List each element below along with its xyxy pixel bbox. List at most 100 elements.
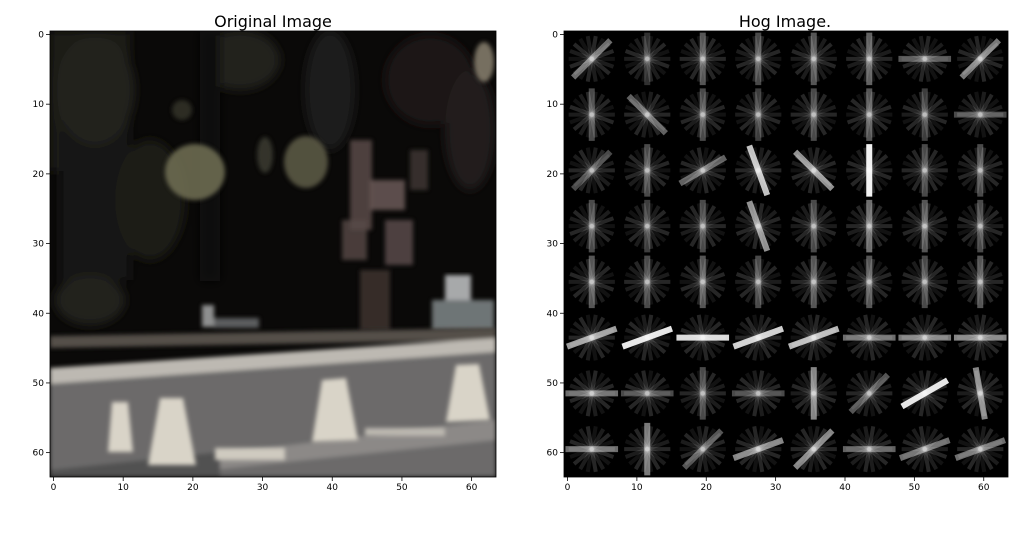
x-tick-label: 60 <box>978 483 990 493</box>
hog-weak-bin <box>689 428 717 471</box>
hog-weak-bin <box>578 149 606 192</box>
hog-weak-bin <box>905 209 944 243</box>
hog-weak-bin <box>696 147 709 194</box>
y-tick-label: 40 <box>33 309 45 319</box>
hog-dominant-bin <box>788 325 840 350</box>
hog-weak-bin <box>863 35 876 82</box>
hog-weak-bin <box>572 432 611 466</box>
hog-cell <box>732 426 784 473</box>
hog-weak-bin <box>572 42 611 76</box>
hog-weak-bin <box>966 205 994 248</box>
hog-weak-bin <box>569 104 615 125</box>
hog-weak-bin <box>905 154 944 187</box>
hog-weak-bin <box>850 321 889 354</box>
hog-cell <box>898 314 952 361</box>
hog-weak-bin <box>794 98 833 131</box>
hog-weak-bin <box>633 260 661 303</box>
hog-weak-bin <box>689 93 717 136</box>
hog-weak-bin <box>752 91 765 138</box>
hog-weak-bin <box>902 216 948 236</box>
hog-weak-bin <box>569 49 615 69</box>
hog-weak-bin <box>850 265 889 299</box>
hog-weak-bin <box>961 432 1000 466</box>
hog-weak-bin <box>696 91 709 138</box>
hog-weak-bin <box>683 209 722 243</box>
hog-weak-bin <box>578 260 606 303</box>
hog-cell <box>901 144 948 197</box>
hog-weak-bin <box>863 426 876 473</box>
hog-weak-bin <box>578 93 606 136</box>
hog-weak-bin <box>578 93 606 136</box>
hog-weak-bin <box>905 321 944 354</box>
hog-weak-bin <box>961 42 1000 76</box>
hog-weak-bin <box>578 205 606 248</box>
original-x-axis: 0 10 20 30 40 50 60 <box>51 477 478 493</box>
hog-weak-bin <box>680 104 726 125</box>
hog-weak-bin <box>794 42 833 76</box>
hog-weak-bin <box>689 149 717 192</box>
hog-weak-bin <box>905 154 944 187</box>
hog-weak-bin <box>855 205 883 248</box>
hog-weak-bin <box>633 428 661 471</box>
hog-weak-bin <box>846 104 892 125</box>
hog-weak-bin <box>569 104 615 125</box>
hog-weak-bin <box>855 316 883 359</box>
x-tick-label: 40 <box>327 483 339 493</box>
hog-weak-bin <box>641 258 654 305</box>
hog-weak-bin <box>628 154 667 187</box>
hog-dominant-bin <box>682 428 724 470</box>
hog-cell <box>898 35 952 82</box>
hog-cell <box>957 366 1004 420</box>
hog-background <box>564 31 1008 477</box>
hog-weak-bin <box>863 314 876 361</box>
hog-weak-bin <box>683 265 722 299</box>
hog-cell <box>901 199 948 253</box>
hog-weak-bin <box>974 35 987 82</box>
hog-weak-bin <box>863 258 876 305</box>
hog-weak-bin <box>846 272 892 292</box>
hog-weak-bin <box>966 37 994 80</box>
hog-weak-bin <box>902 272 948 292</box>
hog-weak-bin <box>569 216 615 236</box>
hog-weak-bin <box>791 104 837 125</box>
hog-weak-bin <box>918 91 931 138</box>
hog-weak-bin <box>578 37 606 80</box>
hog-dominant-bin <box>793 428 835 470</box>
hog-weak-bin <box>807 35 820 82</box>
hog-cell <box>676 314 730 361</box>
hog-cell <box>957 144 1004 197</box>
hog-weak-bin <box>905 432 944 466</box>
hog-cell <box>900 370 950 417</box>
x-tick-label: 0 <box>51 483 57 493</box>
hog-weak-bin <box>689 37 717 80</box>
hog-weak-bin <box>974 203 987 250</box>
hog-cell <box>846 32 893 86</box>
hog-weak-bin <box>680 104 726 125</box>
hog-cell <box>624 32 671 86</box>
hog-cell <box>679 367 726 420</box>
hog-cell <box>790 32 837 86</box>
hog-weak-bin <box>855 37 883 80</box>
x-tick-label: 10 <box>117 483 129 493</box>
hog-weak-bin <box>572 265 611 299</box>
hog-weak-bin <box>850 209 889 243</box>
hog-weak-bin <box>572 98 611 131</box>
y-tick-label: 10 <box>33 100 45 110</box>
hog-weak-bin <box>911 316 939 359</box>
hog-weak-bin <box>902 160 948 181</box>
hog-weak-bin <box>902 104 948 125</box>
y-tick-label: 40 <box>547 309 559 319</box>
hog-weak-bin <box>739 98 778 131</box>
hog-dominant-bin <box>678 154 728 187</box>
hog-weak-bin <box>961 265 1000 299</box>
background-vehicle <box>202 275 494 330</box>
hog-weak-bin <box>957 160 1003 181</box>
hog-weak-bin <box>794 42 833 76</box>
hog-weak-bin <box>855 428 883 471</box>
hog-weak-bin <box>846 49 892 69</box>
hog-dominant-bin <box>626 93 668 136</box>
hog-cell <box>842 426 896 473</box>
original-image-plot <box>50 31 496 477</box>
hog-weak-bin <box>957 216 1003 236</box>
hog-dominant-bin <box>571 149 613 192</box>
